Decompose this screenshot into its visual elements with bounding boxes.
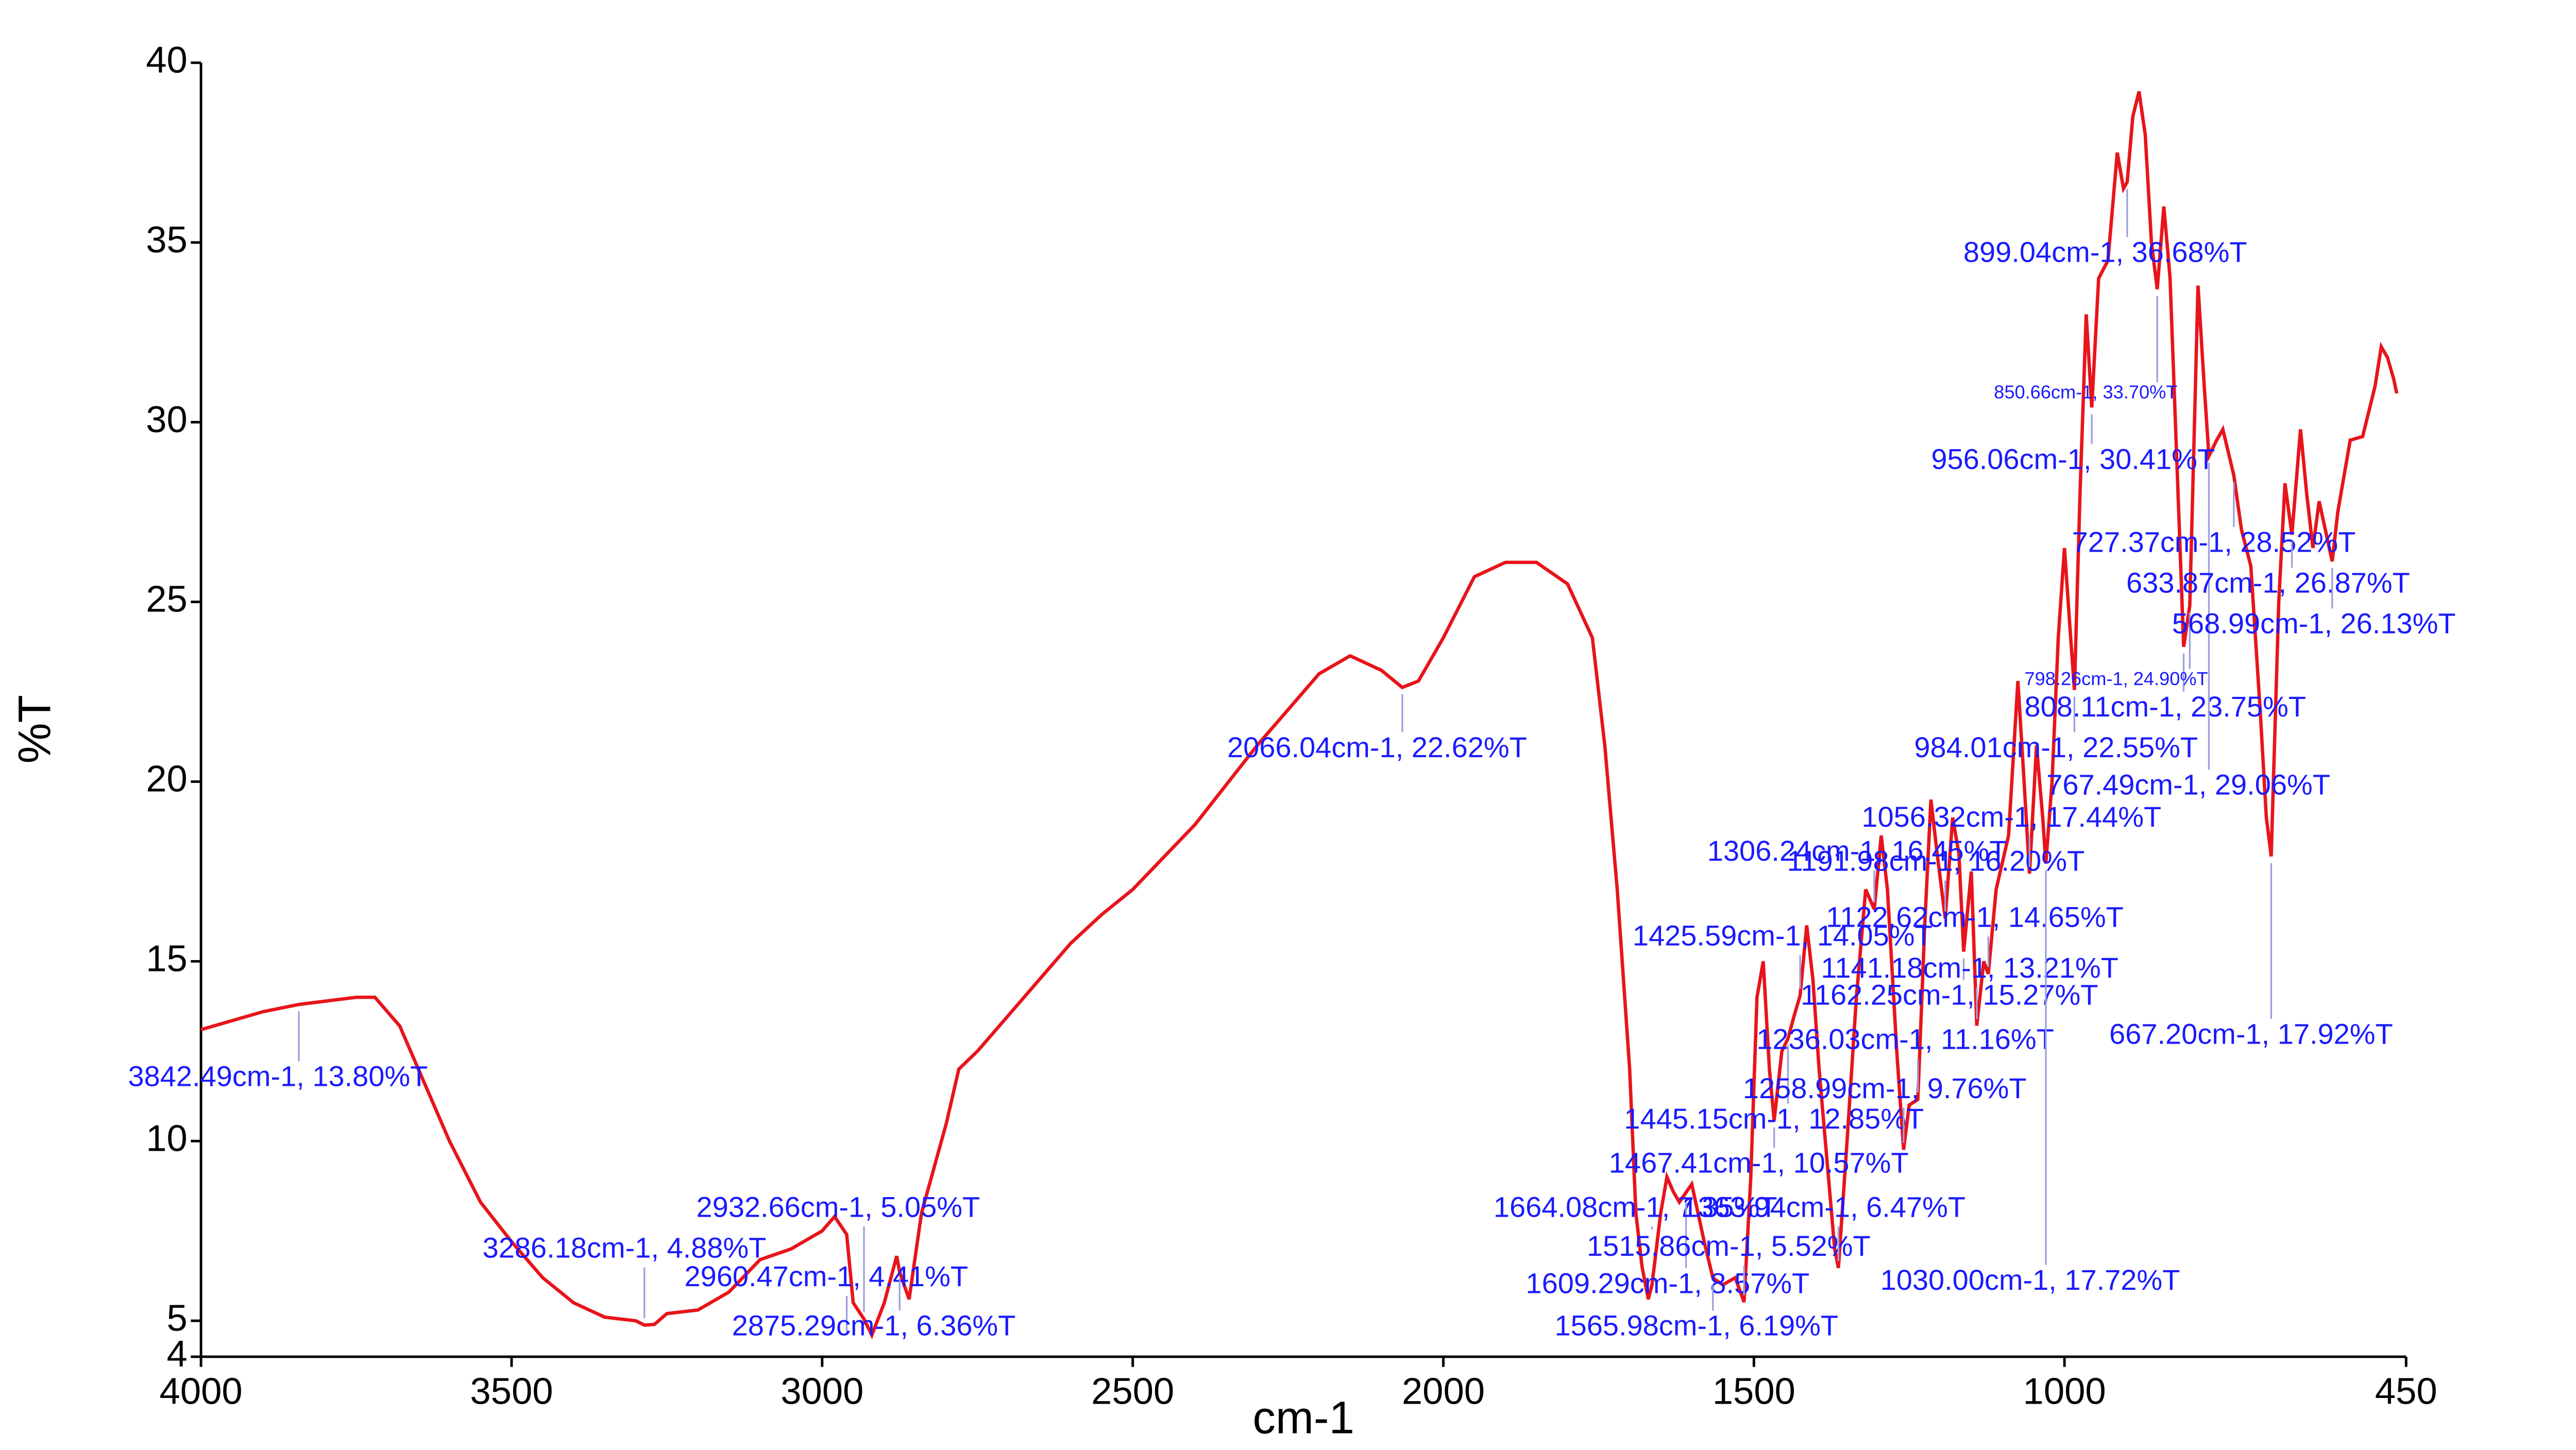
annotation-label: 727.37cm-1, 28.52%T — [2072, 526, 2356, 558]
y-axis-label: %T — [9, 695, 60, 763]
x-tick-label: 2500 — [1091, 1370, 1174, 1412]
annotation-label: 1445.15cm-1, 12.85%T — [1624, 1102, 1924, 1135]
annotation-label: 1363.94cm-1, 6.47%T — [1682, 1190, 1965, 1223]
x-tick-label: 450 — [2375, 1370, 2437, 1412]
annotation-label: 2960.47cm-1, 4.41%T — [684, 1260, 968, 1292]
y-tick-label: 15 — [146, 937, 188, 979]
y-tick-label: 35 — [146, 219, 188, 261]
x-tick-label: 3500 — [470, 1370, 553, 1412]
spectrum-line — [200, 91, 2399, 1340]
annotation-label: 1141.18cm-1, 13.21%T — [1821, 951, 2119, 984]
annotation-label: 2066.04cm-1, 22.62%T — [1227, 731, 1527, 763]
annotation-label: 1306.24cm-1, 16.45%T — [1707, 834, 2007, 867]
annotation-label: 3842.49cm-1, 13.80%T — [128, 1060, 428, 1093]
annotation-label: 808.11cm-1, 23.75%T — [2024, 690, 2306, 723]
y-tick-label: 40 — [146, 39, 188, 81]
y-tick-label: 20 — [146, 758, 188, 800]
annotation-label: 1162.25cm-1, 15.27%T — [1801, 979, 2098, 1011]
y-tick-label: 10 — [146, 1117, 188, 1159]
annotation-label: 767.49cm-1, 29.06%T — [2046, 768, 2330, 800]
annotation-label: 984.01cm-1, 22.55%T — [1914, 731, 2198, 763]
annotation-label: 899.04cm-1, 36.68%T — [1963, 236, 2247, 268]
annotation-label: 1515.86cm-1, 5.52%T — [1587, 1230, 1871, 1262]
annotation-label: 3286.18cm-1, 4.88%T — [483, 1231, 767, 1264]
annotation-label: 1056.32cm-1, 17.44%T — [1861, 800, 2161, 833]
annotation-label: 2875.29cm-1, 6.36%T — [732, 1309, 1016, 1342]
y-tick-label: 4 — [167, 1333, 188, 1375]
y-tick-label: 25 — [146, 578, 188, 620]
annotation-label: 1609.29cm-1, 8.57%T — [1526, 1267, 1809, 1299]
annotation-label: 568.99cm-1, 26.13%T — [2172, 607, 2456, 640]
annotation-label: 2932.66cm-1, 5.05%T — [697, 1190, 980, 1223]
annotation-label: 633.87cm-1, 26.87%T — [2126, 567, 2410, 599]
x-tick-label: 1500 — [1713, 1370, 1795, 1412]
annotation-label: 1467.41cm-1, 10.57%T — [1609, 1147, 1909, 1179]
annotation-label: 1030.00cm-1, 17.72%T — [1880, 1264, 2180, 1296]
x-tick-label: 2000 — [1402, 1370, 1485, 1412]
x-tick-label: 1000 — [2023, 1370, 2106, 1412]
x-tick-label: 4000 — [160, 1370, 243, 1412]
annotation-label: 798.26cm-1, 24.90%T — [2024, 668, 2208, 689]
y-tick-label: 30 — [146, 399, 188, 440]
y-tick-label: 5 — [167, 1297, 188, 1339]
annotation-label: 1191.98cm-1, 16.20%T — [1787, 845, 2085, 877]
annotation-label: 850.66cm-1, 33.70%T — [1994, 381, 2177, 402]
x-axis-label: cm-1 — [1252, 1392, 1354, 1443]
annotation-label: 1565.98cm-1, 6.19%T — [1554, 1309, 1838, 1342]
annotation-label: 1664.08cm-1, 7.35%T — [1494, 1190, 1777, 1223]
annotation-label: 1425.59cm-1, 14.05%T — [1633, 919, 1933, 951]
annotation-label: 1122.62cm-1, 14.65%T — [1826, 900, 2124, 933]
annotation-label: 956.06cm-1, 30.41%T — [1931, 442, 2215, 475]
annotation-label: 1258.99cm-1, 9.76%T — [1743, 1072, 2027, 1104]
annotation-label: 667.20cm-1, 17.92%T — [2109, 1017, 2393, 1050]
annotation-label: 1236.03cm-1, 11.16%T — [1756, 1022, 2054, 1055]
x-tick-label: 3000 — [781, 1370, 863, 1412]
